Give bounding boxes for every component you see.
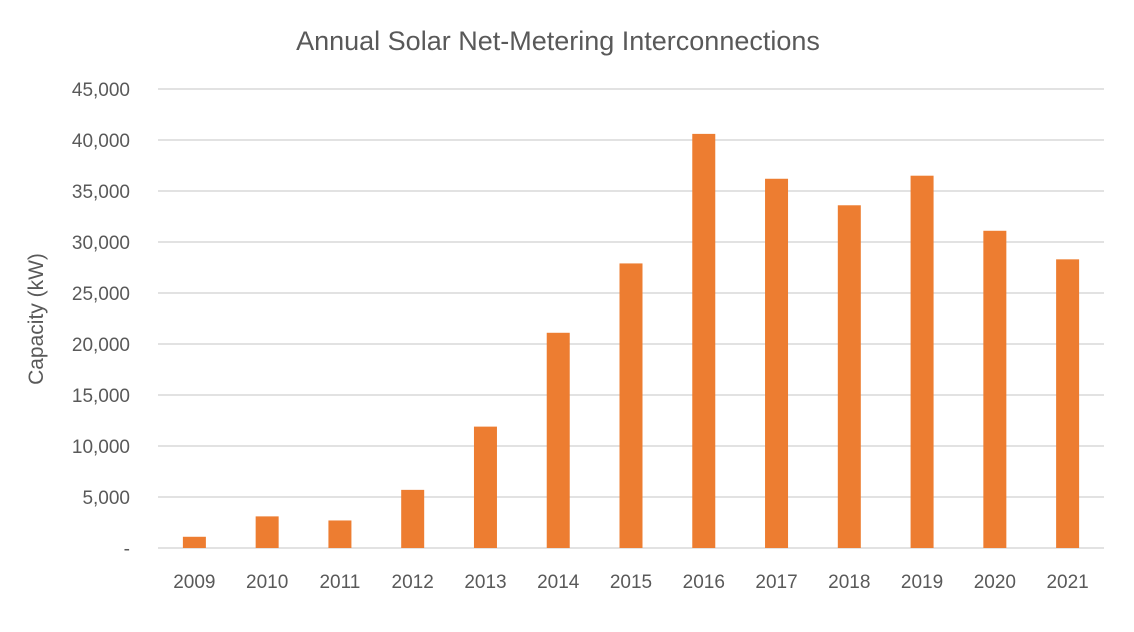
x-tick-label: 2021 xyxy=(1046,572,1088,593)
bar-2014 xyxy=(546,332,570,548)
x-tick-label: 2009 xyxy=(173,572,215,593)
x-tick-label: 2012 xyxy=(392,572,434,593)
y-tick-label: 45,000 xyxy=(72,80,130,101)
bar-2019 xyxy=(910,175,934,548)
x-tick-label: 2016 xyxy=(683,572,725,593)
bar-2017 xyxy=(765,178,789,548)
bar-2016 xyxy=(692,133,716,548)
bar-2013 xyxy=(473,426,497,548)
x-tick-label: 2013 xyxy=(464,572,506,593)
x-tick-label: 2015 xyxy=(610,572,652,593)
chart-title: Annual Solar Net-Metering Interconnectio… xyxy=(296,26,820,56)
x-tick-label: 2010 xyxy=(246,572,288,593)
y-tick-label: 20,000 xyxy=(72,335,130,356)
x-tick-label: 2019 xyxy=(901,572,943,593)
y-tick-label: 15,000 xyxy=(72,386,130,407)
x-tick-label: 2014 xyxy=(537,572,580,593)
bar-2010 xyxy=(255,516,279,548)
bar-2011 xyxy=(328,520,352,548)
y-tick-label: 10,000 xyxy=(72,437,130,458)
y-tick-label: - xyxy=(124,539,130,560)
bar-2015 xyxy=(619,263,643,548)
y-axis-label: Capacity (kW) xyxy=(25,253,48,385)
bar-2018 xyxy=(837,205,861,548)
y-tick-label: 5,000 xyxy=(82,488,130,509)
x-tick-label: 2017 xyxy=(755,572,797,593)
x-tick-label: 2011 xyxy=(319,572,360,593)
y-tick-label: 25,000 xyxy=(72,284,130,305)
y-tick-label: 35,000 xyxy=(72,182,130,203)
bar-2020 xyxy=(983,230,1007,548)
bar-2012 xyxy=(401,489,425,548)
x-tick-label: 2018 xyxy=(828,572,870,593)
y-tick-label: 30,000 xyxy=(72,233,130,254)
bar-2009 xyxy=(182,536,206,548)
bar-2021 xyxy=(1056,259,1080,548)
y-tick-label: 40,000 xyxy=(72,131,130,152)
x-tick-label: 2020 xyxy=(974,572,1016,593)
